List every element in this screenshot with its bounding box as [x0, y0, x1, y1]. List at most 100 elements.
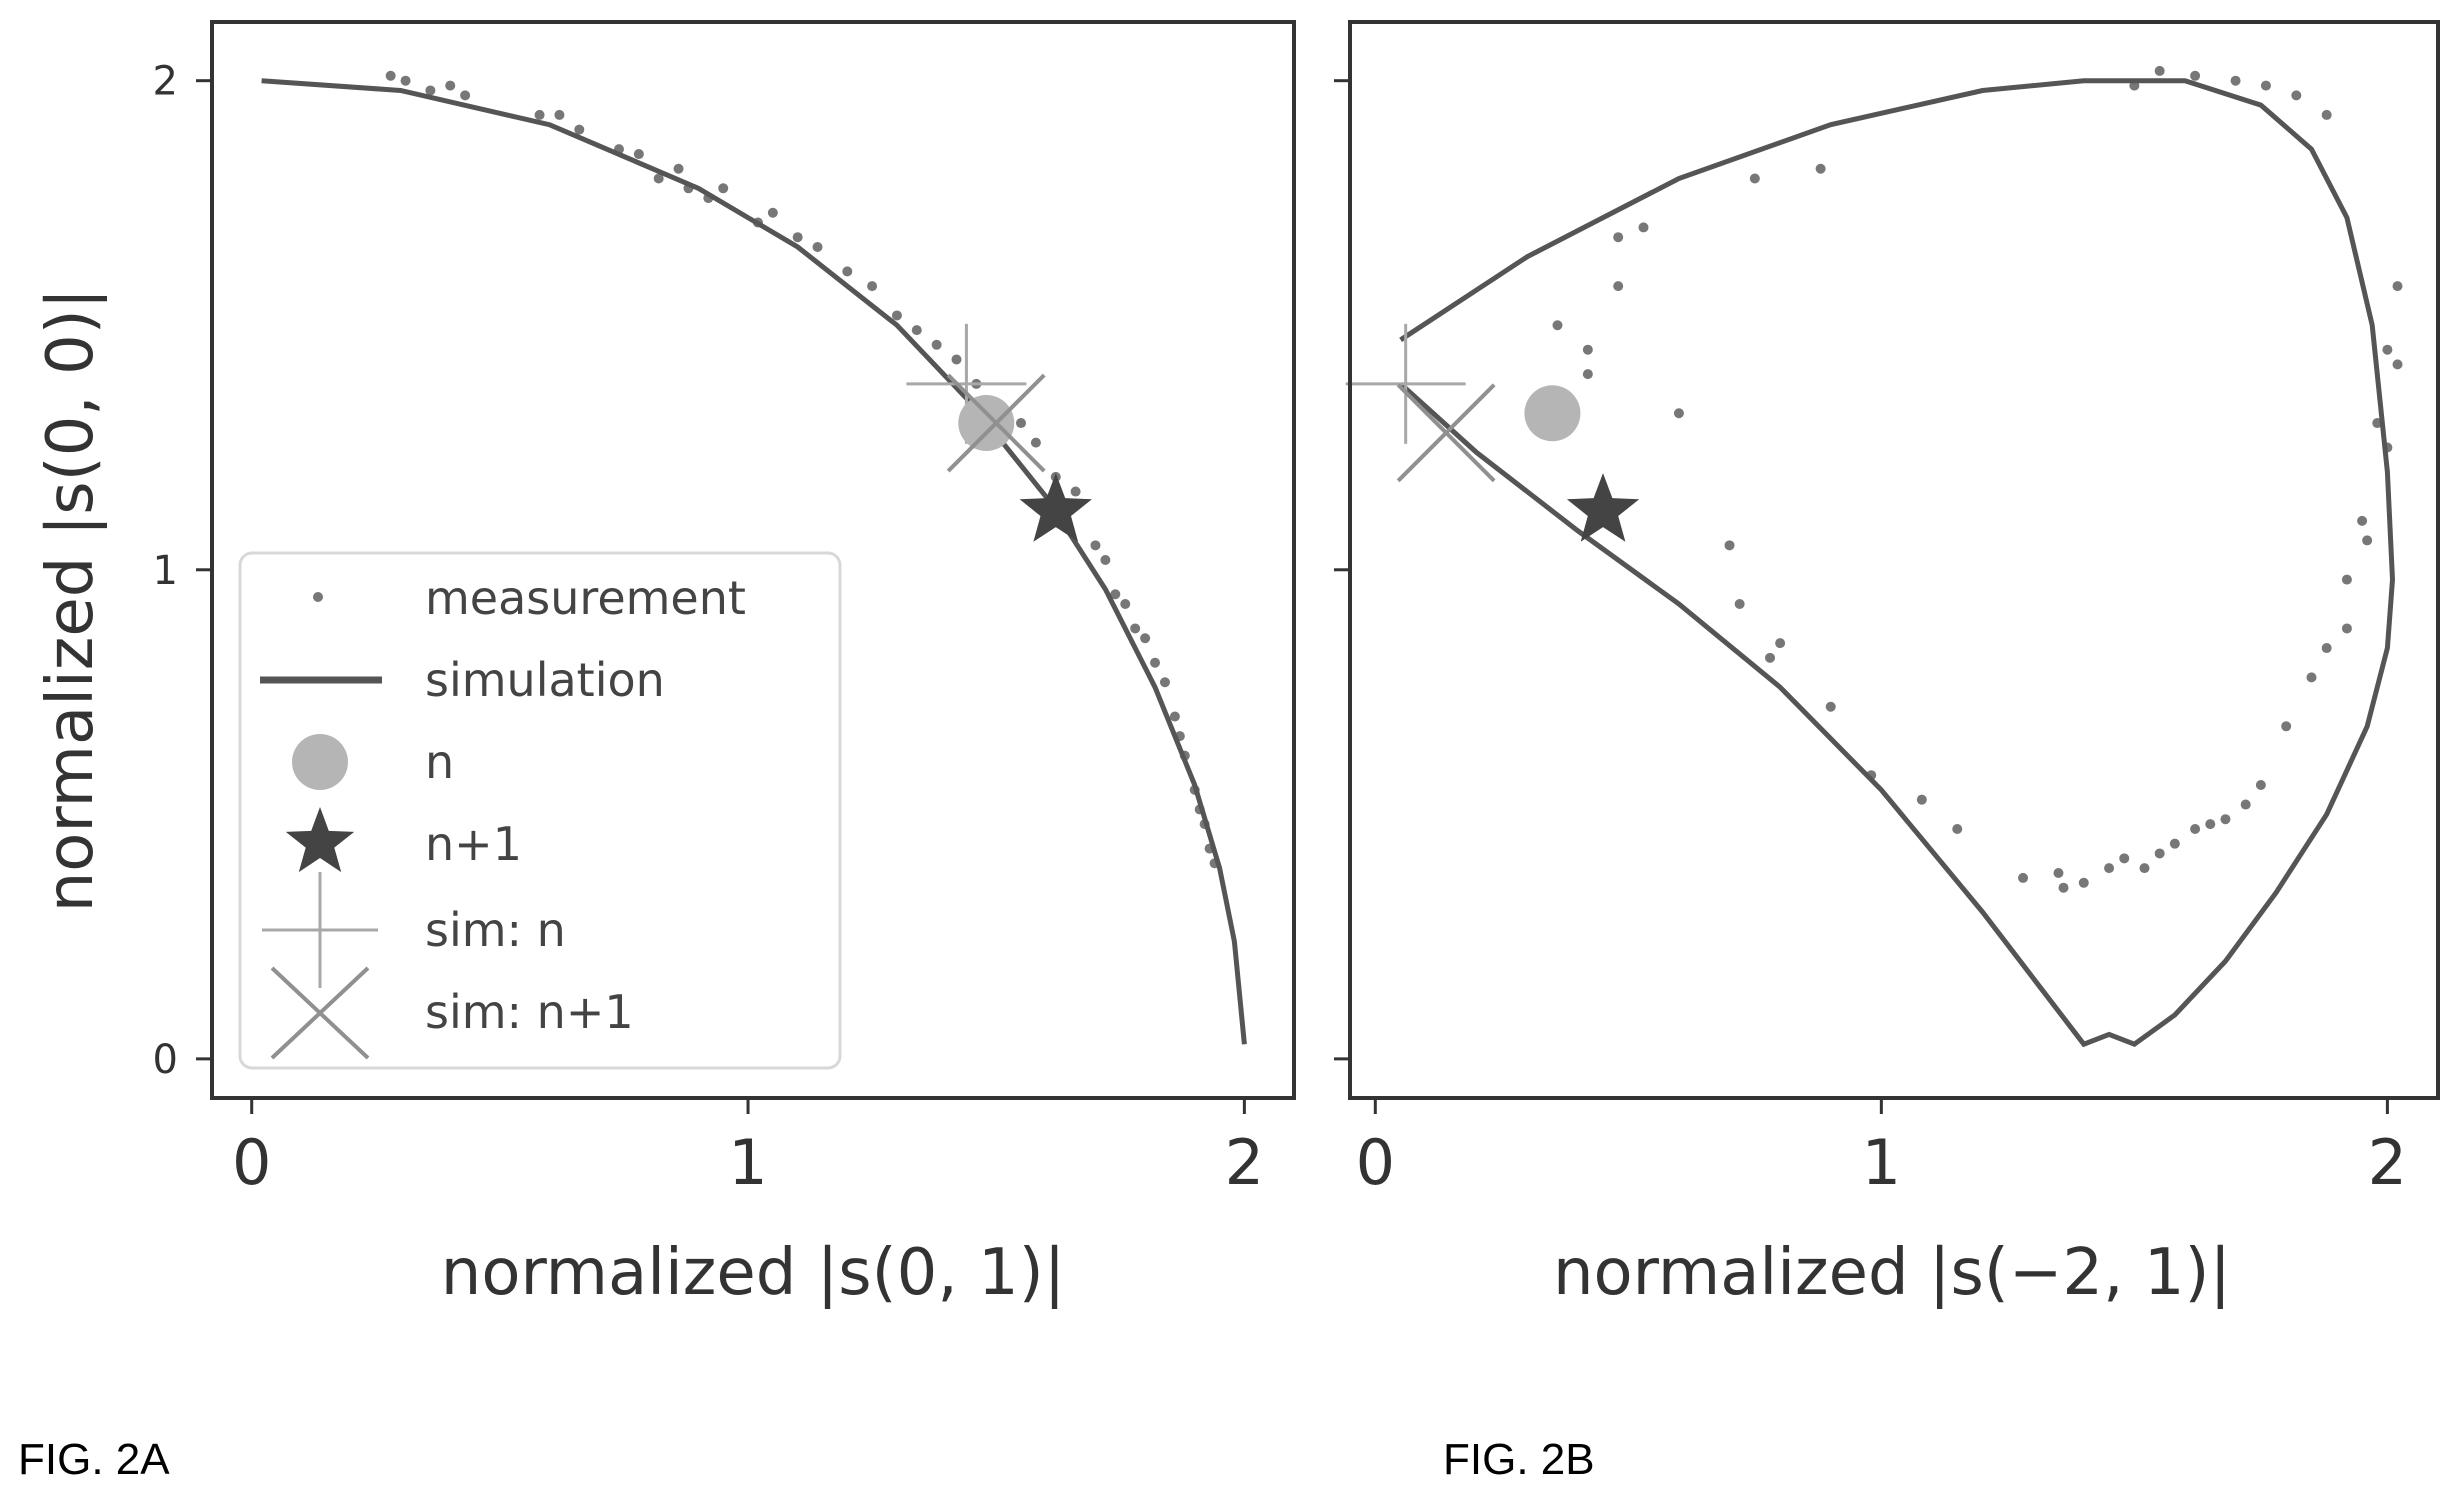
legend-sim-n1-label: sim: n+1 — [425, 985, 634, 1039]
measurement-point — [1030, 437, 1041, 448]
measurement-point — [1613, 232, 1624, 243]
measurement-point — [2119, 853, 2130, 864]
measurement-point — [2392, 359, 2403, 370]
x-tick-label: 2 — [2368, 1126, 2407, 1199]
measurement-point — [1724, 540, 1735, 551]
x-tick-label: 1 — [1862, 1126, 1901, 1199]
measurement-point — [385, 70, 396, 81]
measurement-point — [2260, 80, 2271, 91]
measurement-point — [2104, 863, 2115, 874]
measurement-point — [1110, 589, 1121, 600]
simulation-curve-2a — [261, 78, 1247, 1045]
measurement-point — [2341, 574, 2352, 585]
measurement-point — [867, 281, 878, 292]
measurement-point — [718, 183, 729, 194]
ticks-2a: 0 1 2 0 1 2 — [153, 59, 1265, 1199]
measurement-point — [842, 266, 853, 277]
measurement-point — [1613, 281, 1624, 292]
measurement-point — [425, 85, 436, 96]
y-tick-label: 1 — [153, 548, 178, 594]
legend-box — [238, 551, 842, 1070]
measurement-point — [574, 124, 585, 135]
measurement-point — [2306, 672, 2317, 683]
measurement-point — [2190, 70, 2201, 81]
measurement-point — [1582, 344, 1593, 355]
legend-measurement-dot — [313, 592, 323, 602]
y-axis-title-2a: normalized |s(0, 0)| — [34, 288, 108, 913]
x-tick-label: 0 — [1356, 1126, 1395, 1199]
measurement-point — [1150, 657, 1161, 668]
measurement-point — [2154, 848, 2165, 859]
legend-sim-n-label: sim: n — [425, 903, 566, 957]
measurement-point — [812, 241, 823, 252]
measurement-point — [931, 339, 942, 350]
sim-n-plus-marker — [1345, 323, 1466, 444]
measurement-point — [2078, 877, 2089, 888]
measurement-point — [951, 354, 962, 365]
measurement-point — [1734, 599, 1745, 610]
sim-n1-x-marker — [946, 373, 1046, 473]
n1-star-marker — [1019, 473, 1092, 542]
measurement-point — [2321, 109, 2332, 120]
y-tick-label: 2 — [153, 59, 178, 105]
axes-frame-2b — [1348, 20, 2440, 1100]
chart-panel-2a: 0 1 2 0 1 2 normalized |s(0, 1)| normalized |… — [34, 20, 1296, 1310]
legend-simulation-label: simulation — [425, 653, 665, 707]
measurement-point — [2240, 799, 2251, 810]
y-tick-label: 0 — [153, 1037, 178, 1083]
measurement-point — [1016, 418, 1027, 429]
measurement-point — [2362, 535, 2373, 546]
n-circle-marker — [958, 395, 1015, 452]
legend-sim-n1-x — [270, 966, 370, 1060]
measurement-point — [1916, 794, 1927, 805]
x-tick-label: 1 — [728, 1126, 767, 1199]
measurement-point — [2281, 721, 2292, 732]
measurement-point — [2291, 90, 2302, 101]
measurement-point — [1140, 633, 1151, 644]
highlight-markers-2b — [1345, 323, 1640, 542]
measurement-series-2b — [1552, 65, 2403, 893]
highlight-markers-2a — [906, 323, 1092, 542]
legend-n-circle — [292, 734, 348, 790]
measurement-point — [2382, 344, 2393, 355]
measurement-point — [2154, 65, 2165, 76]
measurement-point — [1582, 369, 1593, 380]
measurement-point — [2321, 643, 2332, 654]
figure-label-2b: FIG. 2B — [1443, 1435, 1595, 1484]
measurement-point — [1100, 555, 1111, 565]
measurement-point — [2190, 824, 2201, 834]
measurement-point — [891, 310, 902, 321]
ticks-2b: 0 1 2 — [1334, 79, 2407, 1199]
measurement-point — [1638, 222, 1649, 233]
measurement-point — [673, 163, 684, 174]
figure-label-2a: FIG. 2A — [18, 1435, 170, 1484]
measurement-point — [2139, 863, 2150, 874]
measurement-point — [1673, 408, 1684, 419]
sim-n1-x-marker — [1396, 383, 1496, 483]
measurement-point — [1169, 711, 1180, 722]
measurement-point — [653, 173, 664, 184]
measurement-point — [1552, 320, 1563, 331]
n1-star-marker — [1566, 473, 1640, 542]
legend-n1-star — [285, 807, 355, 873]
measurement-point — [2230, 75, 2241, 86]
measurement-series-2a — [385, 70, 1220, 869]
measurement-point — [2341, 623, 2352, 634]
measurement-point — [1765, 652, 1776, 663]
chart-panel-2b: 0 1 2 normalized |s(−2, 1)| — [1334, 20, 2440, 1310]
legend-sim-n-plus — [262, 872, 378, 988]
measurement-point — [2357, 515, 2368, 526]
measurement-point — [1120, 599, 1131, 610]
measurement-point — [1815, 163, 1826, 174]
measurement-point — [2392, 281, 2403, 292]
measurement-point — [1130, 623, 1141, 634]
measurement-point — [460, 90, 471, 101]
measurement-point — [1159, 677, 1170, 688]
measurement-point — [2220, 814, 2231, 825]
measurement-point — [2205, 819, 2216, 830]
n-circle-marker — [1524, 385, 1581, 442]
legend-measurement-label: measurement — [425, 571, 746, 625]
measurement-point — [633, 149, 644, 160]
x-axis-title-2a: normalized |s(0, 1)| — [441, 1236, 1066, 1310]
